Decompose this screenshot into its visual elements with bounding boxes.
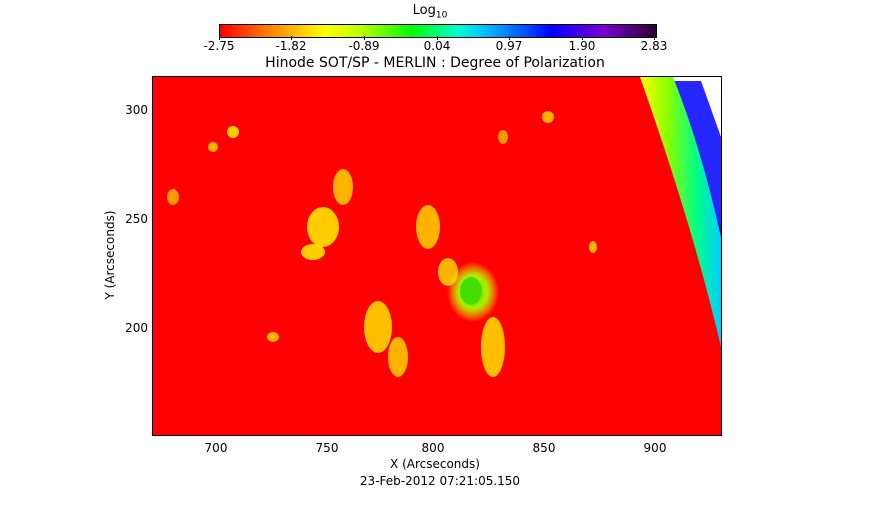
x-tick-label: 800 <box>421 441 445 455</box>
colorbar-title: Log10 <box>412 3 448 21</box>
y-axis-label: Y (Arcseconds) <box>103 210 117 300</box>
polarization-map-image <box>167 77 721 377</box>
colorbar-tick <box>364 36 365 40</box>
colorbar-tick-label: 2.83 <box>640 39 668 53</box>
colorbar <box>219 24 657 38</box>
colorbar-tick <box>219 36 220 40</box>
y-tick-label: 300 <box>125 103 148 117</box>
active-region-patches <box>167 111 597 377</box>
colorbar-tick <box>654 36 655 40</box>
colorbar-tick-label: 0.04 <box>423 39 451 53</box>
y-tick-label: 250 <box>125 212 148 226</box>
colorbar-tick <box>291 36 292 40</box>
colorbar-tick <box>582 36 583 40</box>
colorbar-tick-label: 0.97 <box>495 39 523 53</box>
plot-title: Hinode SOT/SP - MERLIN : Degree of Polar… <box>265 55 605 71</box>
limb-band <box>640 77 721 347</box>
colorbar-tick <box>437 36 438 40</box>
x-tick-label: 850 <box>532 441 556 455</box>
sunspot-core <box>460 277 482 305</box>
colorbar-tick-label: 1.90 <box>568 39 596 53</box>
y-tick-label: 200 <box>125 321 148 335</box>
colorbar-tick-label: -2.75 <box>203 39 235 53</box>
colorbar-tick-label: -1.82 <box>275 39 307 53</box>
x-axis-label: X (Arcseconds) <box>390 457 480 471</box>
polarization-map <box>152 76 722 436</box>
x-tick-label: 700 <box>204 441 228 455</box>
x-tick-label: 900 <box>643 441 667 455</box>
timestamp: 23-Feb-2012 07:21:05.150 <box>359 474 521 488</box>
colorbar-tick <box>509 36 510 40</box>
x-tick-label: 750 <box>315 441 339 455</box>
colorbar-tick-label: -0.89 <box>348 39 380 53</box>
